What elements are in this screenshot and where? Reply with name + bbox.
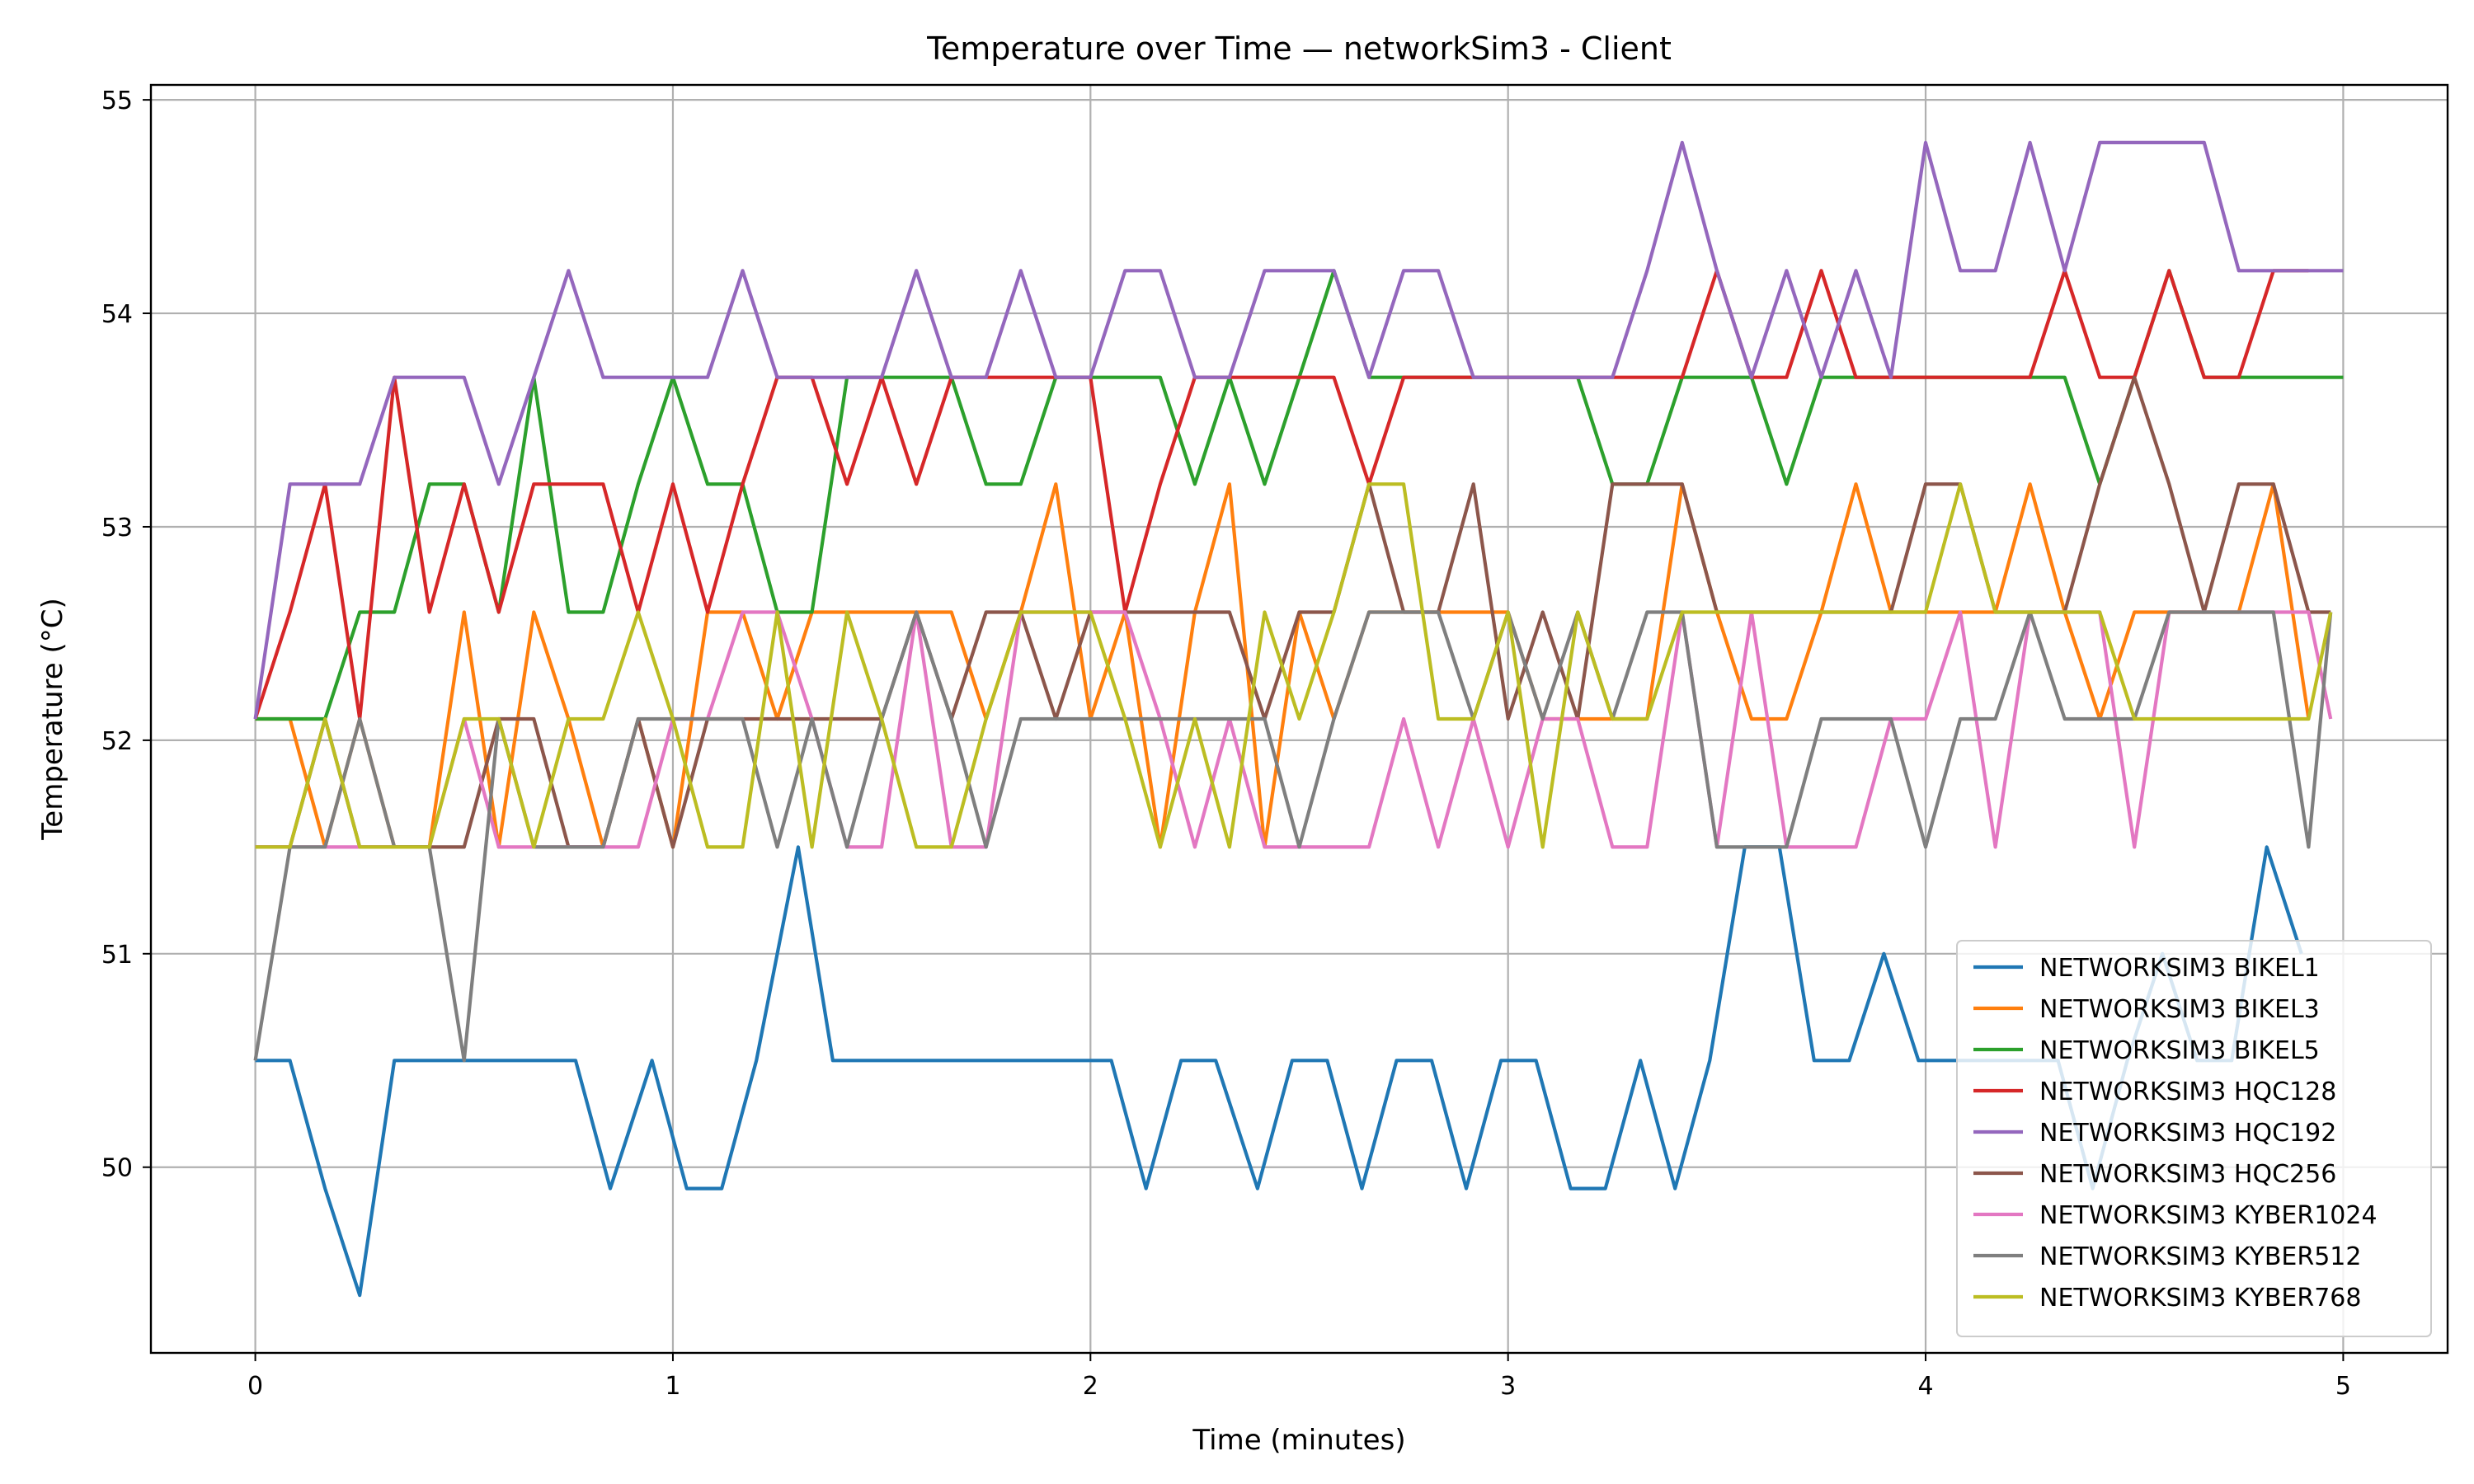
- legend-label: NETWORKSIM3 KYBER512: [2039, 1242, 2361, 1271]
- y-tick-label: 51: [101, 941, 133, 970]
- x-tick-label: 3: [1500, 1372, 1516, 1401]
- y-tick-label: 52: [101, 727, 133, 756]
- y-tick-label: 54: [101, 300, 133, 329]
- series-line-networksim3-hqc192: [253, 140, 2344, 720]
- legend-label: NETWORKSIM3 BIKEL1: [2039, 954, 2320, 983]
- y-tick-label: 55: [101, 87, 133, 115]
- x-tick-label: 1: [665, 1372, 680, 1401]
- series-line-networksim3-kyber768: [255, 482, 2333, 849]
- x-tick-label: 4: [1917, 1372, 1933, 1401]
- x-axis-ticks: 0 1 2 3 4 5: [247, 1353, 2351, 1401]
- series-line-networksim3-kyber512: [253, 610, 2333, 1063]
- legend-label: NETWORKSIM3 HQC256: [2039, 1160, 2336, 1189]
- series-line-networksim3-bikel3: [255, 482, 2311, 849]
- x-axis-label: Time (minutes): [1192, 1424, 1405, 1457]
- legend-label: NETWORKSIM3 KYBER768: [2039, 1284, 2361, 1313]
- x-tick-label: 2: [1083, 1372, 1098, 1401]
- y-tick-label: 53: [101, 514, 133, 542]
- y-axis-label: Temperature (°C): [36, 598, 69, 840]
- legend-label: NETWORKSIM3 BIKEL5: [2039, 1036, 2320, 1065]
- legend-label: NETWORKSIM3 HQC192: [2039, 1119, 2336, 1148]
- legend-label: NETWORKSIM3 KYBER1024: [2039, 1201, 2378, 1230]
- legend-label: NETWORKSIM3 HQC128: [2039, 1078, 2336, 1106]
- x-tick-label: 0: [247, 1372, 263, 1401]
- series-lines: [253, 140, 2344, 1298]
- chart-title: Temperature over Time — networkSim3 - Cl…: [926, 31, 1672, 67]
- legend-label: NETWORKSIM3 BIKEL3: [2039, 995, 2320, 1024]
- series-line-networksim3-hqc128: [253, 269, 2309, 721]
- legend-box: [1956, 940, 2432, 1337]
- legend: NETWORKSIM3 BIKEL1 NETWORKSIM3 BIKEL3 NETW…: [1956, 940, 2432, 1337]
- x-tick-label: 5: [2335, 1372, 2351, 1401]
- y-tick-label: 50: [101, 1154, 133, 1183]
- y-axis-ticks: 50 51 52 53 54 55: [101, 87, 151, 1183]
- plot-frame: [149, 83, 2449, 1355]
